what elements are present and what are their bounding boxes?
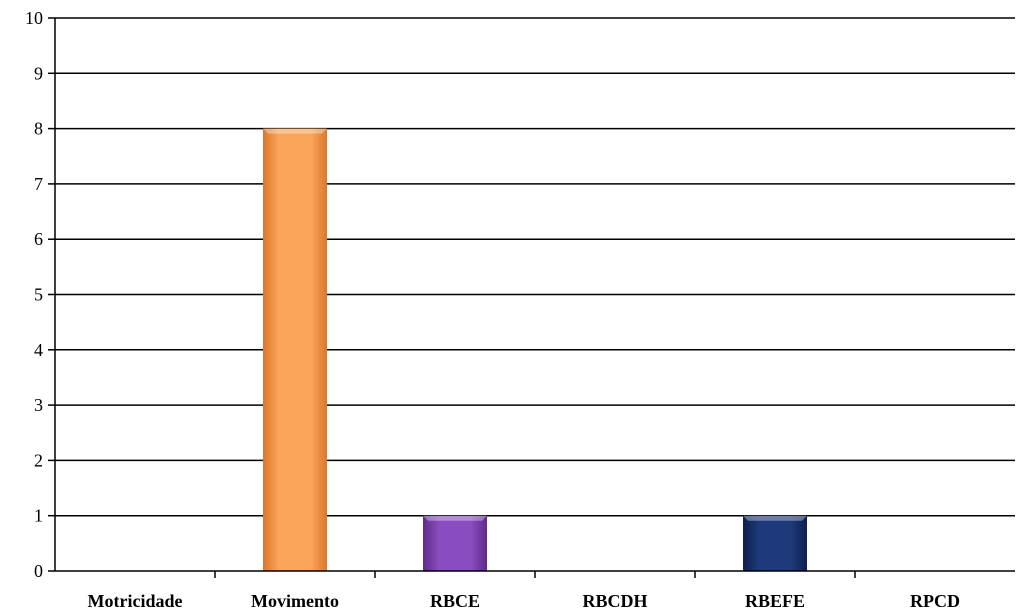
bar-body <box>263 128 327 571</box>
bar-rbefe <box>743 515 807 571</box>
x-tick-label: RBEFE <box>745 591 805 611</box>
y-axis-ticks: 0 1 2 3 4 5 6 7 8 9 10 <box>25 8 55 581</box>
bar-bevel <box>263 128 327 134</box>
bar-bevel <box>423 515 487 521</box>
y-tick-label: 9 <box>34 63 43 83</box>
x-tick-label: RPCD <box>910 591 960 611</box>
x-tick-label: Movimento <box>251 591 339 611</box>
x-tick-label: Motricidade <box>88 591 183 611</box>
bar-body <box>743 515 807 571</box>
y-tick-label: 0 <box>34 561 43 581</box>
y-tick-label: 10 <box>25 8 43 28</box>
bars <box>263 128 807 571</box>
y-tick-label: 5 <box>34 285 43 305</box>
gridlines <box>55 17 1015 517</box>
y-tick-label: 6 <box>34 229 43 249</box>
x-tick-label: RBCDH <box>582 591 647 611</box>
bar-bevel <box>743 515 807 521</box>
y-tick-label: 1 <box>34 506 43 526</box>
y-tick-label: 7 <box>34 174 43 194</box>
y-tick-label: 2 <box>34 450 43 470</box>
bar-body <box>423 515 487 571</box>
y-tick-label: 4 <box>34 340 43 360</box>
bar-rbce <box>423 515 487 571</box>
x-axis-ticks: Motricidade Movimento RBCE RBCDH RBEFE RPCD <box>88 571 960 611</box>
y-tick-label: 8 <box>34 119 43 139</box>
y-tick-label: 3 <box>34 395 43 415</box>
bar-movimento <box>263 128 327 571</box>
x-tick-label: RBCE <box>430 591 480 611</box>
